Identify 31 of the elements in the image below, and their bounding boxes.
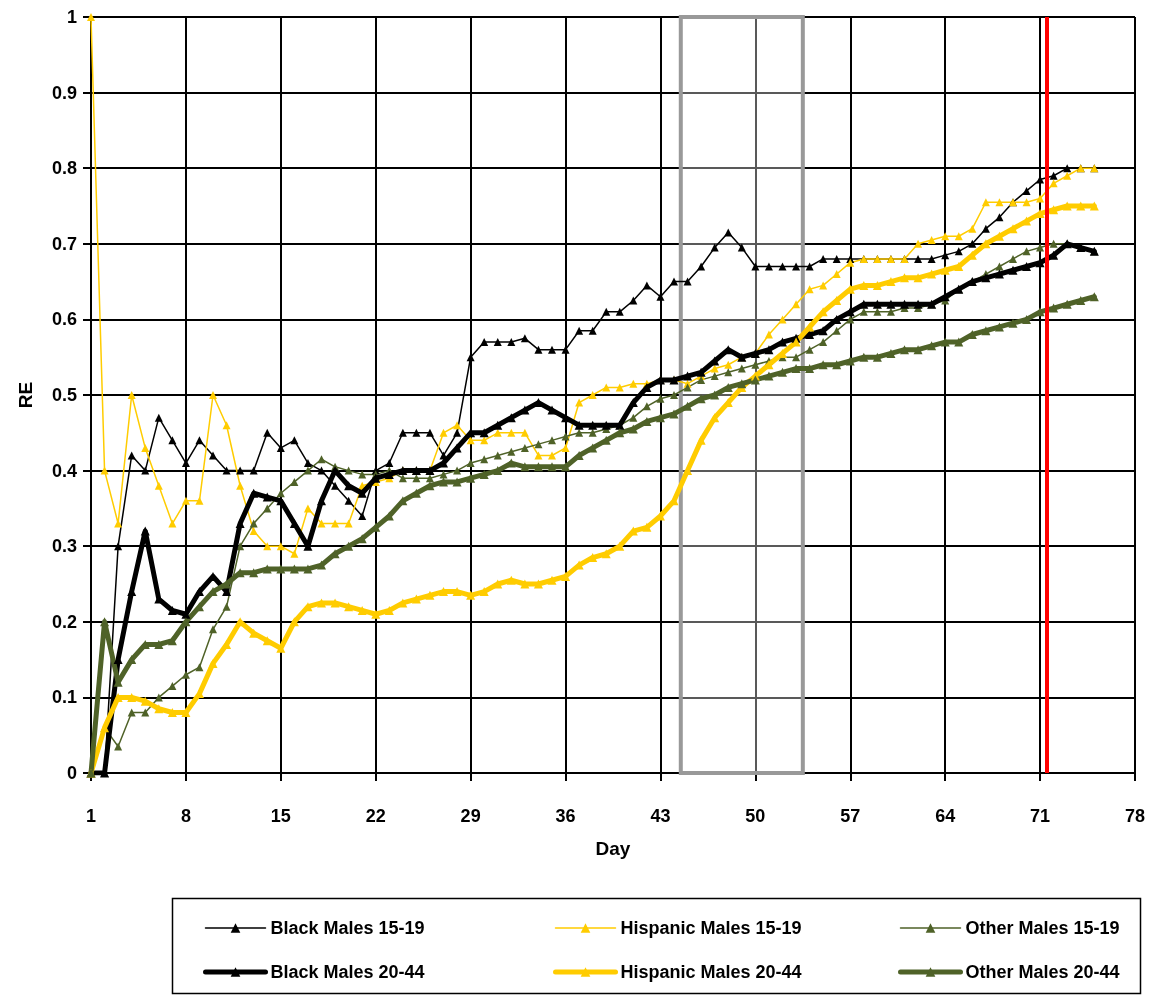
x-tick-label: 43 (650, 806, 671, 826)
y-tick-label: 1 (66, 7, 77, 27)
y-tick-label: 0.3 (51, 536, 77, 557)
legend-label: Hispanic Males 15-19 (620, 918, 802, 938)
y-axis-title: RE (15, 381, 36, 409)
y-tick-label: 0 (66, 763, 77, 783)
legend-label: Other Males 15-19 (965, 918, 1120, 938)
x-tick-label: 36 (555, 806, 576, 826)
x-tick-label: 15 (270, 806, 291, 826)
x-tick-label: 50 (745, 806, 766, 826)
x-tick-label: 78 (1124, 806, 1146, 826)
x-tick-label: 57 (840, 806, 861, 826)
x-tick-label: 22 (365, 806, 386, 826)
y-tick-label: 0.2 (51, 611, 77, 632)
legend-label: Black Males 15-19 (270, 918, 425, 938)
legend-label: Black Males 20-44 (270, 962, 425, 982)
x-tick-label: 29 (460, 806, 481, 826)
y-tick-label: 0.8 (51, 158, 77, 179)
x-axis-title: Day (595, 838, 631, 859)
legend-label: Other Males 20-44 (965, 962, 1120, 982)
x-tick-label: 1 (85, 806, 97, 826)
y-tick-label: 0.4 (51, 460, 77, 481)
legend-label: Hispanic Males 20-44 (620, 962, 802, 982)
y-tick-label: 0.9 (51, 82, 77, 103)
y-tick-label: 0.6 (51, 309, 77, 330)
y-tick-label: 0.7 (51, 233, 77, 254)
x-tick-label: 8 (180, 806, 191, 826)
y-tick-label: 0.1 (51, 687, 77, 708)
x-tick-label: 64 (935, 806, 956, 826)
y-tick-label: 0.5 (51, 385, 77, 405)
x-tick-label: 71 (1030, 806, 1051, 826)
